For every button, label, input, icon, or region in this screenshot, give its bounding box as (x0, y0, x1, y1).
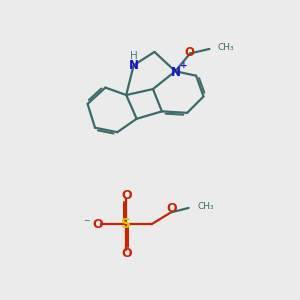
Text: +: + (180, 61, 188, 70)
Text: H: H (130, 51, 137, 61)
Text: S: S (121, 217, 131, 231)
Text: CH₃: CH₃ (218, 43, 234, 52)
Text: O: O (184, 46, 194, 59)
Text: CH₃: CH₃ (198, 202, 214, 211)
Text: N: N (129, 59, 139, 72)
Text: N: N (171, 66, 181, 79)
Text: O: O (92, 218, 103, 231)
Text: O: O (121, 189, 131, 202)
Text: O: O (121, 247, 131, 260)
Text: O: O (166, 202, 177, 215)
Text: ⁻: ⁻ (83, 217, 90, 230)
